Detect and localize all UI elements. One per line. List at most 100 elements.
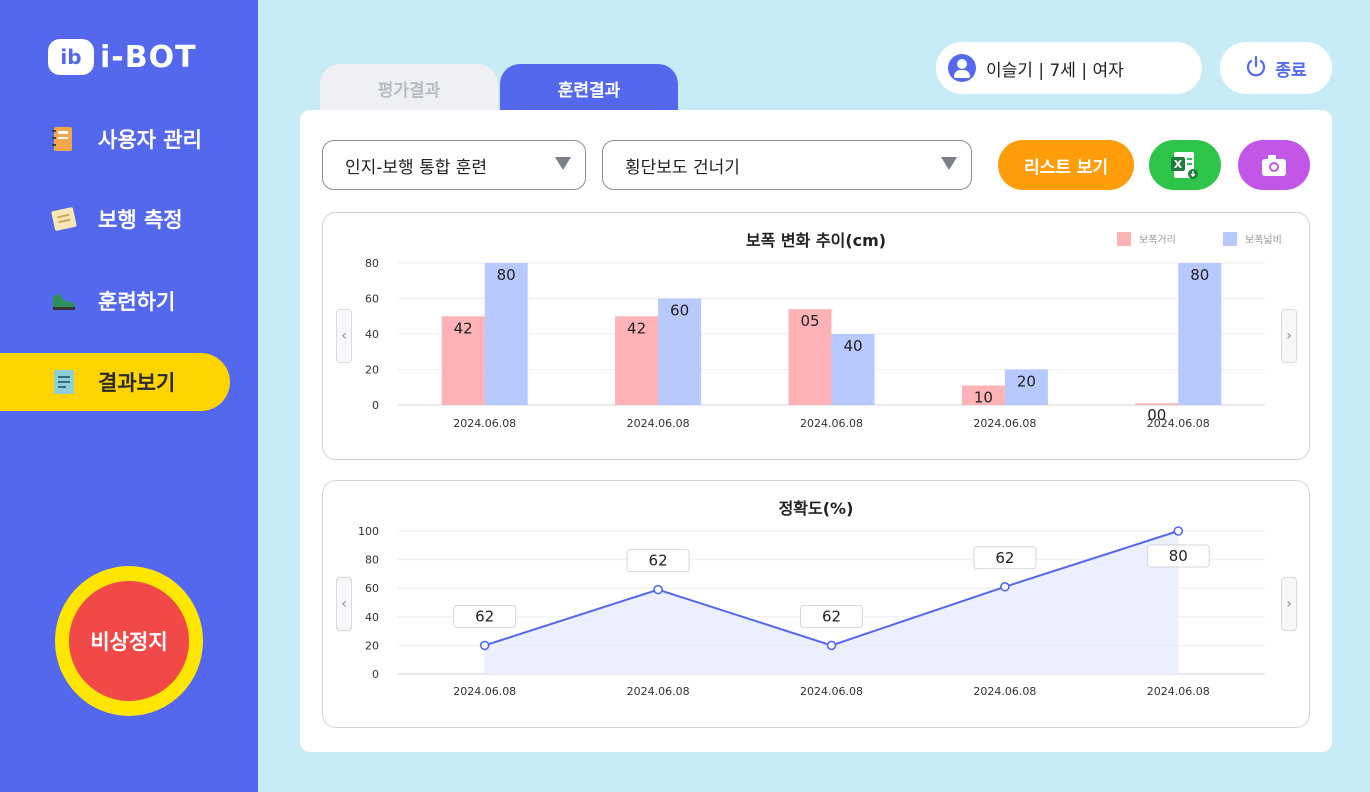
data-label: 62 xyxy=(995,549,1014,567)
program-select[interactable]: 횡단보도 건너기 xyxy=(602,140,972,190)
chart-next-arrow[interactable]: › xyxy=(1281,577,1297,631)
legend-swatch xyxy=(1117,231,1131,246)
data-label-box xyxy=(453,604,517,628)
y-tick-label: 40 xyxy=(365,328,379,341)
chevron-down-icon xyxy=(941,157,957,170)
notebook-icon xyxy=(50,125,78,153)
screenshot-button[interactable] xyxy=(1238,140,1310,190)
data-label-box xyxy=(1146,544,1210,568)
accuracy-area xyxy=(484,531,1179,674)
user-info: 이슬기 | 7세 | 여자 xyxy=(986,60,1124,81)
bar-value-label: 80 xyxy=(1190,266,1209,284)
excel-icon: X xyxy=(1171,152,1198,179)
y-tick-label: 100 xyxy=(358,525,379,538)
x-tick-label: 2024.06.08 xyxy=(973,685,1036,698)
category-select-value: 인지-보행 통합 훈련 xyxy=(345,157,488,178)
sidebar-item-label: 사용자 관리 xyxy=(98,128,202,152)
accuracy-chart-card: 정확도(%) ‹ › 0 20 40 60 80 100 62 2024.06.08 62 202… xyxy=(322,480,1310,728)
list-view-button[interactable]: 리스트 보기 xyxy=(998,140,1134,190)
bar-series2 xyxy=(658,298,702,405)
y-tick-label: 0 xyxy=(372,668,379,681)
camera-icon xyxy=(1262,155,1286,176)
chart-prev-arrow[interactable]: ‹ xyxy=(336,577,352,631)
x-tick-label: 2024.06.08 xyxy=(1147,685,1210,698)
category-select[interactable]: 인지-보행 통합 훈련 xyxy=(322,140,586,190)
sidebar: ib i-BOT 사용자 관리 보행 측정 훈련하기 결과보기 비상정지 xyxy=(0,0,258,792)
bar-value-label: 40 xyxy=(843,337,862,355)
sidebar-item-results[interactable]: 결과보기 xyxy=(0,353,230,411)
bar-series1 xyxy=(788,309,832,405)
data-point xyxy=(1173,526,1184,536)
program-select-value: 횡단보도 건너기 xyxy=(625,157,740,178)
data-label: 62 xyxy=(649,552,668,570)
bar-series1 xyxy=(441,316,485,405)
chart-next-arrow[interactable]: › xyxy=(1281,309,1297,363)
sidebar-item-label: 보행 측정 xyxy=(98,208,183,232)
data-point xyxy=(1000,581,1010,592)
tab-evaluation-results[interactable]: 평가결과 xyxy=(320,64,498,112)
bar-series1 xyxy=(961,385,1005,405)
y-tick-label: 0 xyxy=(372,399,379,412)
shoe-icon xyxy=(50,287,78,315)
data-point xyxy=(479,640,490,651)
sidebar-item-user-management[interactable]: 사용자 관리 xyxy=(0,110,230,168)
svg-text:X: X xyxy=(1174,158,1183,171)
bar-series2 xyxy=(1178,263,1222,405)
legend-item-series1: 보폭거리 xyxy=(1117,231,1176,246)
x-tick-label: 2024.06.08 xyxy=(627,685,690,698)
bar-value-label: 05 xyxy=(800,312,819,330)
bar-value-label: 10 xyxy=(974,388,993,406)
bar-value-label: 42 xyxy=(627,319,646,337)
sidebar-item-label: 결과보기 xyxy=(98,371,176,395)
sidebar-item-gait-measure[interactable]: 보행 측정 xyxy=(0,190,230,248)
stride-chart-title: 보폭 변화 추이(cm) xyxy=(745,231,887,250)
report-icon xyxy=(50,368,78,396)
excel-export-button[interactable]: X xyxy=(1149,140,1221,190)
bar-series2 xyxy=(831,334,875,405)
x-tick-label: 2024.06.08 xyxy=(627,417,690,430)
data-point xyxy=(653,584,663,595)
data-point xyxy=(826,640,837,651)
logo-text: i-BOT xyxy=(100,39,197,75)
data-label: 62 xyxy=(822,607,841,625)
accuracy-line-chart: 0 20 40 60 80 100 62 2024.06.08 62 2024.06.08 62 20… xyxy=(358,525,1265,698)
y-tick-label: 20 xyxy=(365,364,379,377)
sidebar-item-training[interactable]: 훈련하기 xyxy=(0,272,230,330)
bar-value-label: 80 xyxy=(497,266,516,284)
bar-value-label: 60 xyxy=(670,302,689,320)
clipboard-icon xyxy=(50,205,78,233)
legend-label: 보폭넓비 xyxy=(1245,235,1282,246)
app-logo: ib i-BOT xyxy=(48,36,197,78)
bar-series1 xyxy=(1135,403,1179,405)
user-icon xyxy=(948,54,976,82)
y-tick-label: 80 xyxy=(365,554,379,567)
power-icon xyxy=(1245,55,1267,82)
results-panel: 인지-보행 통합 훈련 횡단보도 건너기 리스트 보기 X 보폭 변화 추이(c… xyxy=(300,110,1332,752)
stride-chart-card: 보폭 변화 추이(cm) 보폭거리 보폭넓비 ‹ › 0 20 40 60 80 42 80… xyxy=(322,212,1310,460)
y-tick-label: 60 xyxy=(365,293,379,306)
exit-button[interactable]: 종료 xyxy=(1220,42,1332,94)
tab-training-results[interactable]: 훈련결과 xyxy=(500,64,678,112)
exit-label: 종료 xyxy=(1275,60,1307,81)
accuracy-chart-title: 정확도(%) xyxy=(778,499,854,518)
x-tick-label: 2024.06.08 xyxy=(453,685,516,698)
data-label-box xyxy=(973,546,1037,570)
logo-mark: ib xyxy=(48,39,94,75)
sidebar-item-label: 훈련하기 xyxy=(98,290,176,314)
bar-value-label: 00 xyxy=(1147,406,1166,424)
bar-value-label: 42 xyxy=(454,319,473,337)
y-tick-label: 80 xyxy=(365,257,379,270)
stride-bar-chart: 0 20 40 60 80 42 80 2024.06.08 42 60 2024.06.08 05 4… xyxy=(365,257,1265,430)
data-label: 62 xyxy=(475,607,494,625)
legend-label: 보폭거리 xyxy=(1139,235,1176,246)
x-tick-label: 2024.06.08 xyxy=(1147,417,1210,430)
chart-prev-arrow[interactable]: ‹ xyxy=(336,309,352,363)
legend-swatch xyxy=(1223,231,1237,246)
y-tick-label: 40 xyxy=(365,611,379,624)
x-tick-label: 2024.06.08 xyxy=(800,417,863,430)
emergency-stop-button[interactable]: 비상정지 xyxy=(69,581,189,701)
data-label-box xyxy=(626,549,690,573)
legend-item-series2: 보폭넓비 xyxy=(1223,231,1282,246)
user-profile-chip[interactable]: 이슬기 | 7세 | 여자 xyxy=(936,42,1202,94)
x-tick-label: 2024.06.08 xyxy=(973,417,1036,430)
